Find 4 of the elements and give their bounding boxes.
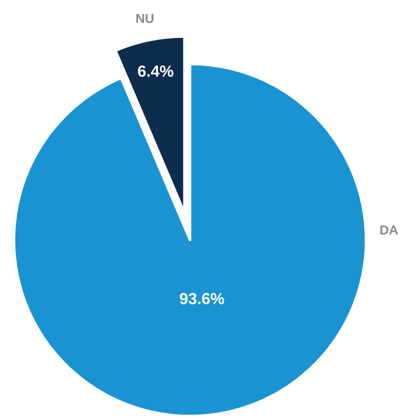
slice-label: DA (380, 226, 398, 234)
data-label: 93.6% (180, 292, 224, 304)
slice-label: NU (136, 14, 154, 24)
data-label: 6.4% (138, 66, 174, 77)
